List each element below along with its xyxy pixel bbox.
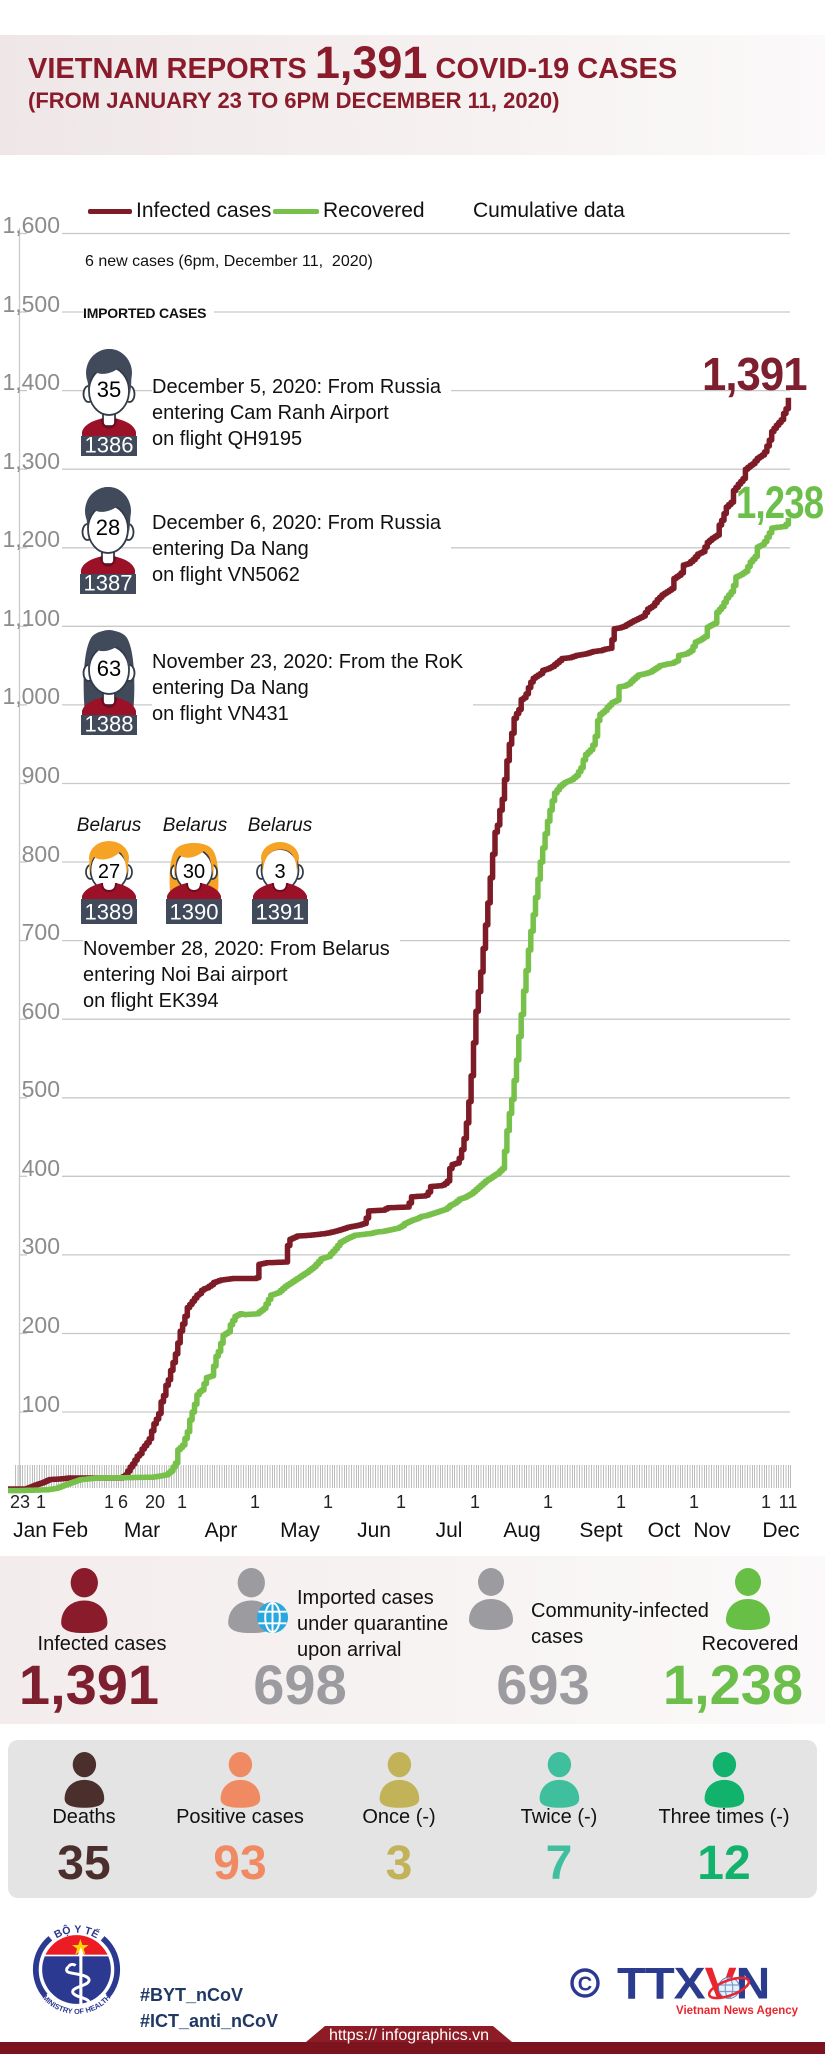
svg-text:1391: 1391 — [256, 900, 305, 925]
svg-text:1386: 1386 — [85, 433, 134, 457]
svg-text:BỘ Y TẾ: BỘ Y TẾ — [52, 1924, 101, 1941]
svg-text:C: C — [578, 1974, 592, 1996]
svg-text:35: 35 — [97, 377, 121, 402]
svg-text:63: 63 — [97, 656, 121, 681]
svg-text:1389: 1389 — [85, 900, 134, 925]
svg-text:1388: 1388 — [85, 712, 134, 736]
svg-text:28: 28 — [96, 515, 120, 540]
svg-text:30: 30 — [183, 861, 205, 883]
svg-text:3: 3 — [274, 861, 285, 883]
svg-text:1387: 1387 — [84, 571, 133, 595]
svg-text:27: 27 — [98, 861, 120, 883]
svg-text:1390: 1390 — [170, 900, 219, 925]
